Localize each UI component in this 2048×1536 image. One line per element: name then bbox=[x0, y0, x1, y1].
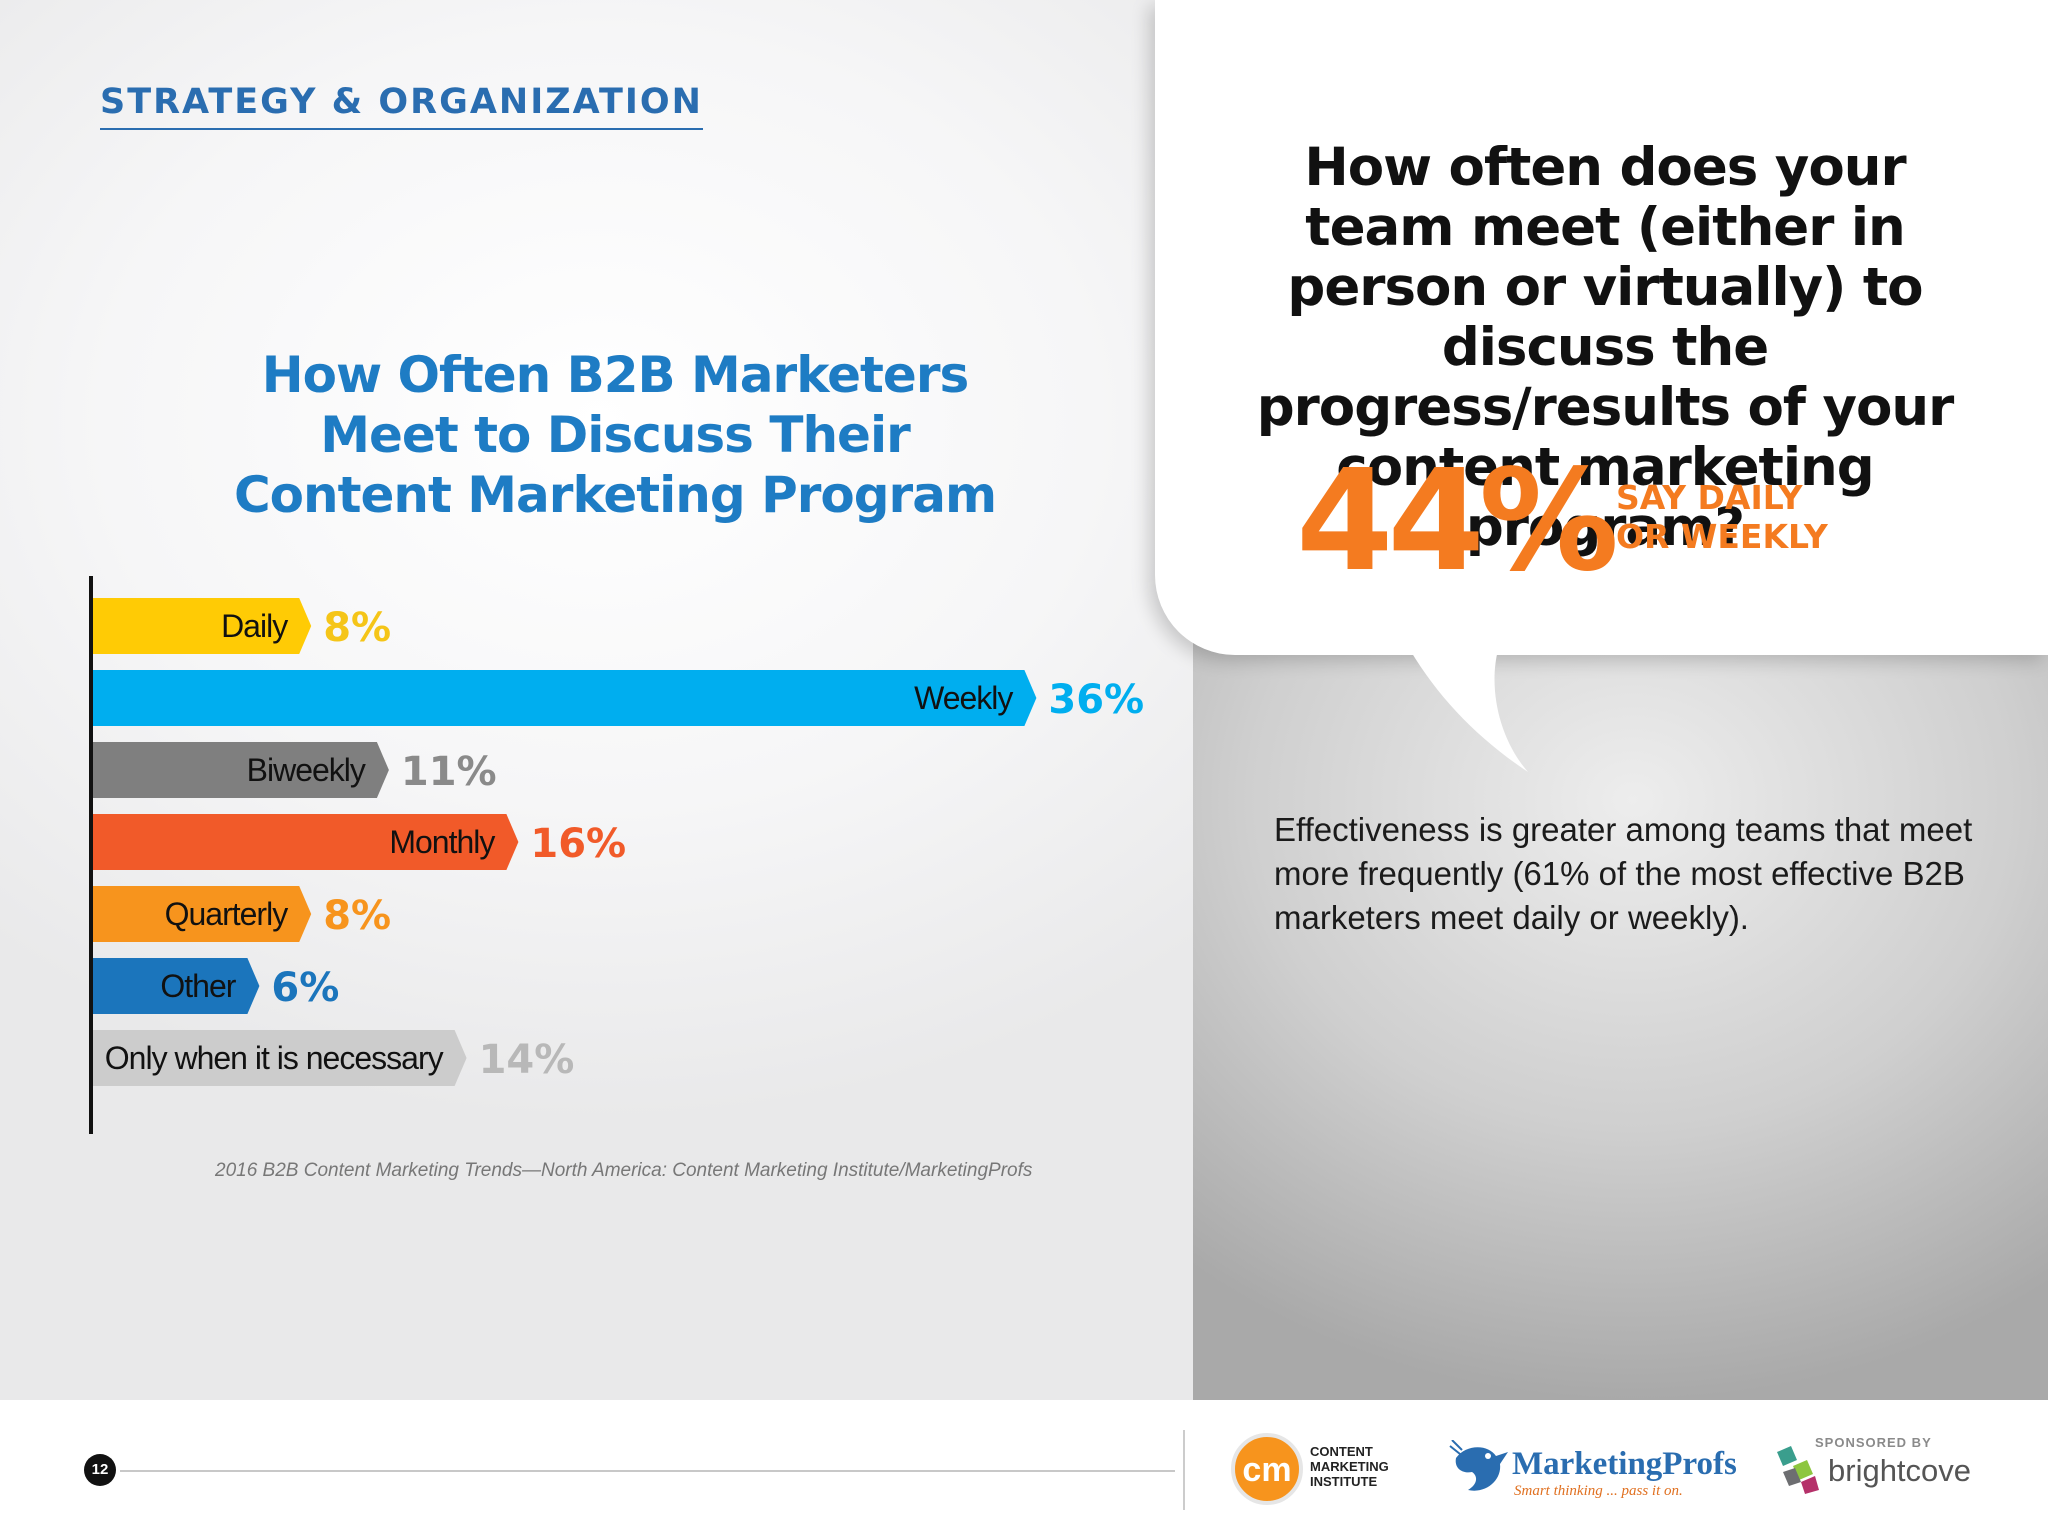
bar-value-label: 6% bbox=[271, 965, 339, 1011]
bar-value-label: 8% bbox=[323, 605, 391, 651]
section-header: STRATEGY & ORGANIZATION bbox=[100, 82, 703, 130]
brightcove-name: brightcove bbox=[1828, 1453, 1972, 1488]
bar-category-label: Quarterly bbox=[165, 896, 289, 932]
source-note: 2016 B2B Content Marketing Trends—North … bbox=[215, 1160, 1033, 1181]
footer-rule bbox=[120, 1470, 1175, 1472]
cmi-line-2: MARKETING bbox=[1310, 1459, 1389, 1474]
bar-value-label: 11% bbox=[401, 749, 497, 795]
bar bbox=[92, 814, 519, 870]
cmi-logo-text: CONTENT MARKETING INSTITUTE bbox=[1310, 1444, 1420, 1489]
speech-bubble-tail bbox=[1410, 650, 1528, 772]
headline-stat-caption: SAY DAILY OR WEEKLY bbox=[1616, 478, 1836, 556]
bar-chart: Daily 8% Weekly 36% Biweekly 11% Monthly 16% Qua… bbox=[89, 576, 1144, 1134]
page-number: 12 bbox=[84, 1454, 116, 1486]
bar-value-label: 16% bbox=[530, 821, 626, 867]
cmi-line-1: CONTENT bbox=[1310, 1444, 1373, 1459]
chart-title: How Often B2B Marketers Meet to Discuss … bbox=[233, 346, 997, 524]
bar-group-2: Biweekly 11% bbox=[92, 742, 497, 798]
bar bbox=[92, 886, 312, 942]
bar bbox=[92, 742, 389, 798]
bar-category-label: Monthly bbox=[389, 824, 495, 860]
bar bbox=[92, 670, 1037, 726]
bar-value-label: 36% bbox=[1048, 677, 1144, 723]
marketingprofs-name: MarketingProfs bbox=[1512, 1446, 1737, 1482]
bar-group-1: Weekly 36% bbox=[92, 670, 1144, 726]
sponsored-by-label: SPONSORED BY bbox=[1815, 1435, 1932, 1450]
bar-group-0: Daily 8% bbox=[92, 598, 391, 654]
bar-category-label: Other bbox=[160, 968, 236, 1004]
cmi-line-3: INSTITUTE bbox=[1310, 1474, 1378, 1489]
bar bbox=[92, 1030, 467, 1086]
marketingprofs-bird-icon bbox=[1449, 1440, 1508, 1491]
stat-caption-line-1: SAY DAILY bbox=[1616, 478, 1803, 517]
cmi-logo-mark: cm bbox=[1242, 1451, 1291, 1489]
bars-layer: Daily 8% Weekly 36% Biweekly 11% Monthly 16% Qua… bbox=[92, 598, 1144, 1086]
bar-category-label: Weekly bbox=[914, 680, 1013, 716]
bar-group-5: Other 6% bbox=[92, 958, 339, 1014]
bar-category-label: Biweekly bbox=[247, 752, 366, 788]
headline-stat: 44% bbox=[1296, 440, 1619, 603]
bar-value-label: 8% bbox=[323, 893, 391, 939]
bar bbox=[92, 958, 260, 1014]
speech-bubble bbox=[1155, 0, 2048, 655]
marketingprofs-tagline: Smart thinking ... pass it on. bbox=[1514, 1483, 1683, 1499]
footer bbox=[0, 1400, 2048, 1536]
bar-category-label: Only when it is necessary bbox=[105, 1040, 444, 1076]
effectiveness-note: Effectiveness is greater among teams tha… bbox=[1274, 811, 1973, 936]
survey-question: How often does your team meet (either in… bbox=[1256, 137, 1955, 558]
bar bbox=[92, 598, 312, 654]
bar-value-label: 14% bbox=[479, 1037, 575, 1083]
cmi-logo-icon: cm bbox=[1231, 1433, 1303, 1505]
footer-divider bbox=[1183, 1430, 1185, 1510]
bar-category-label: Daily bbox=[221, 608, 288, 644]
brightcove-logo-icon bbox=[1777, 1446, 1819, 1494]
stat-caption-line-2: OR WEEKLY bbox=[1616, 517, 1828, 556]
bar-group-4: Quarterly 8% bbox=[92, 886, 391, 942]
bar-group-3: Monthly 16% bbox=[92, 814, 626, 870]
bar-group-6: Only when it is necessary 14% bbox=[92, 1030, 574, 1086]
